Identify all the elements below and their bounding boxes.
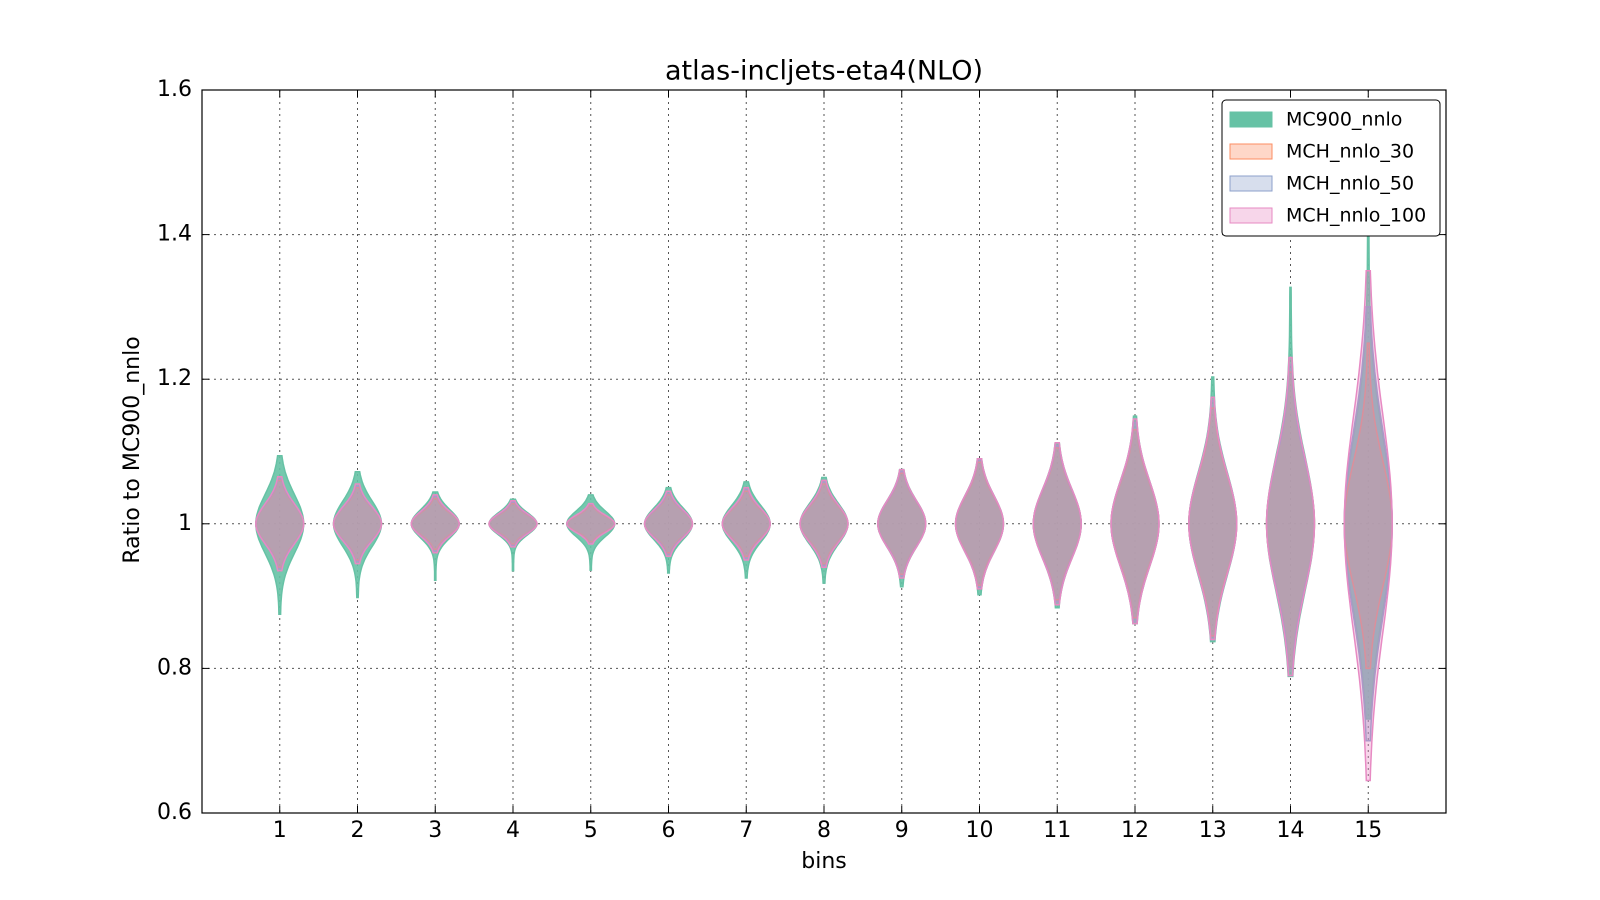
violin: [721, 486, 771, 561]
legend-label: MC900_nnlo: [1286, 109, 1402, 131]
violin: [643, 490, 694, 558]
x-tick-label: 4: [506, 818, 520, 843]
x-tick-label: 15: [1354, 818, 1382, 843]
violin: [877, 468, 927, 579]
plot-frame: [201, 89, 1447, 814]
violin: [1188, 396, 1238, 641]
x-tick-label: 5: [584, 818, 598, 843]
legend-box: [1221, 99, 1441, 237]
x-tick-label: 7: [739, 818, 753, 843]
legend-swatch: [1229, 111, 1273, 128]
violin: [410, 491, 460, 581]
violin: [1032, 442, 1082, 606]
x-tick-label: 1: [273, 818, 287, 843]
x-tick-label: 8: [817, 818, 831, 843]
x-tick-label: 2: [351, 818, 365, 843]
x-tick-label: 10: [966, 818, 994, 843]
violin: [954, 457, 1005, 590]
y-tick-label: 1: [178, 511, 192, 536]
legend-label: MCH_nnlo_50: [1286, 173, 1414, 195]
legend-swatch: [1229, 175, 1273, 192]
x-tick-label: 9: [895, 818, 909, 843]
y-tick-label: 1.2: [157, 366, 192, 391]
y-tick-label: 0.6: [157, 800, 192, 825]
x-axis-label: bins: [801, 849, 846, 874]
y-axis-label: Ratio to MC900_nnlo: [120, 336, 145, 563]
violin: [255, 455, 305, 615]
legend-label: MCH_nnlo_30: [1286, 141, 1414, 163]
violin: [410, 494, 460, 554]
violin: [488, 498, 538, 572]
legend-swatch: [1229, 207, 1273, 224]
x-tick-label: 14: [1277, 818, 1305, 843]
y-tick-label: 1.4: [157, 222, 192, 247]
chart-title: atlas-incljets-eta4(NLO): [665, 56, 983, 87]
violin: [1343, 306, 1393, 742]
violin: [332, 483, 383, 565]
violin: [1343, 342, 1393, 670]
violin: [566, 502, 616, 545]
y-tick-label: 0.8: [157, 655, 192, 680]
violin: [1343, 269, 1393, 782]
x-tick-label: 3: [428, 818, 442, 843]
violin: [799, 479, 849, 568]
violin: [1265, 356, 1316, 677]
x-tick-label: 12: [1121, 818, 1149, 843]
violin: [1110, 418, 1160, 625]
y-tick-label: 1.6: [157, 77, 192, 102]
legend-label: MCH_nnlo_100: [1286, 205, 1426, 227]
x-tick-label: 6: [662, 818, 676, 843]
violin: [255, 476, 305, 572]
x-tick-label: 11: [1043, 818, 1071, 843]
legend-swatch: [1229, 143, 1273, 160]
violin: [488, 499, 538, 548]
x-tick-label: 13: [1199, 818, 1227, 843]
